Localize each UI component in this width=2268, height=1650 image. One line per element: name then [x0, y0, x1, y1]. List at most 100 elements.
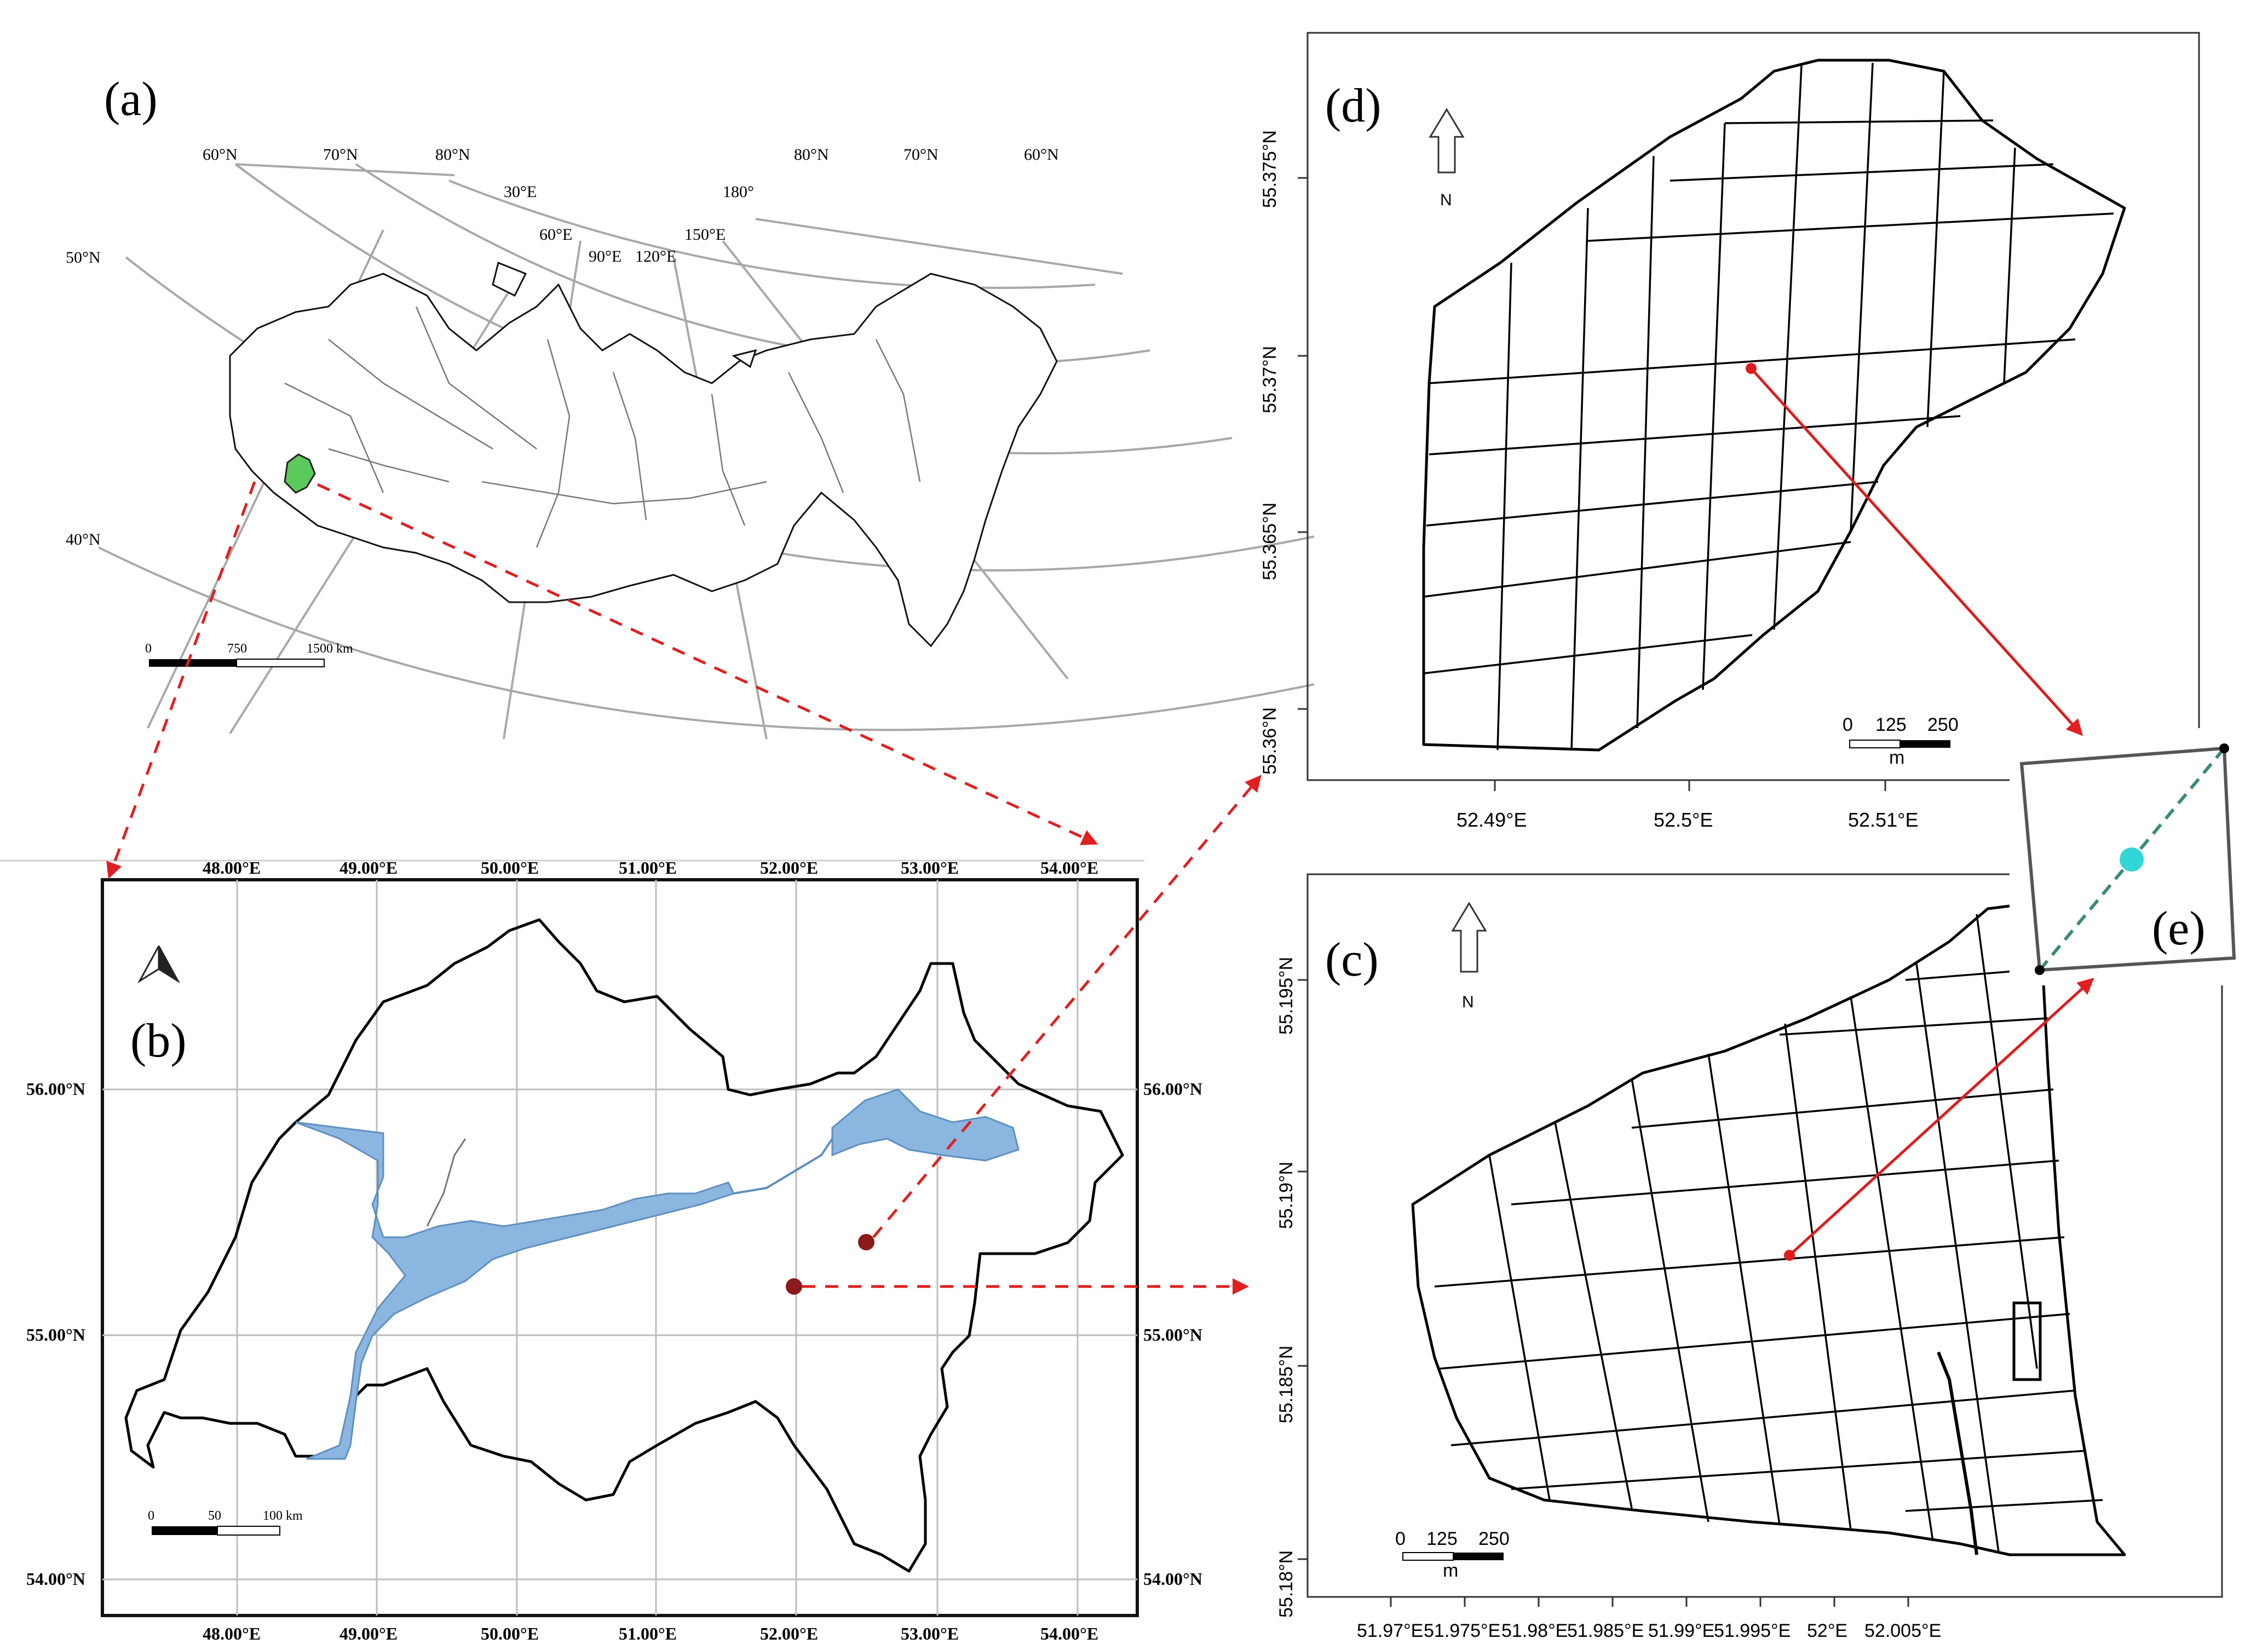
scale-bar-d: 0 125 250 m — [1843, 714, 1959, 768]
scale-c-zero: 0 — [1395, 1528, 1406, 1549]
panel-d-frame — [1306, 32, 2200, 781]
x-tick-c-5: 51.995°E — [1714, 1620, 1791, 1641]
scale-b-end: 100 km — [263, 1509, 303, 1523]
lon-label-180: 180° — [723, 183, 754, 201]
scale-bar-c: 0 125 250 m — [1395, 1528, 1510, 1581]
lon-b-bot-53: 53.00°E — [901, 1624, 959, 1643]
lat-label-60n-left: 60°N — [203, 146, 238, 164]
scale-c-unit: m — [1443, 1560, 1458, 1581]
tick-marks-c — [1298, 979, 1909, 1607]
x-tick-c-3: 51.985°E — [1567, 1620, 1644, 1641]
panel-label-d: (d) — [1325, 79, 1381, 132]
scale-b-mid: 50 — [208, 1509, 221, 1523]
arrow-a-to-b-left — [106, 481, 256, 879]
novaya-zemlya — [492, 261, 527, 297]
y-tick-marks-d — [1298, 177, 1886, 791]
cell-e-corner-top — [2219, 743, 2229, 753]
lon-b-bot-54: 54.00°E — [1040, 1624, 1098, 1643]
y-tick-d-1: 55.37°N — [1259, 346, 1280, 413]
nizhnekamsk-reservoir — [831, 1088, 1020, 1162]
lon-label-60e: 60°E — [539, 226, 572, 244]
scale-b-zero: 0 — [148, 1509, 154, 1523]
y-tick-d-2: 55.365°N — [1259, 503, 1280, 580]
lat-b-right-55: 55.00°N — [1143, 1325, 1202, 1345]
panel-c-frame — [1306, 873, 2223, 1598]
field-c-grid — [1434, 914, 2103, 1553]
x-tick-c-7: 52.005°E — [1864, 1620, 1941, 1641]
study-site-south — [786, 1278, 802, 1295]
x-tick-c-0: 51.97°E — [1357, 1620, 1423, 1641]
scale-c-mid: 125 — [1426, 1528, 1458, 1549]
north-arrow-c: N — [1451, 902, 1487, 1011]
kuibyshev-reservoir — [295, 1121, 735, 1460]
y-ticks-d: 55.375°N 55.37°N 55.365°N 55.36°N — [1259, 130, 1280, 775]
lon-b-top-49: 49.00°E — [339, 858, 398, 878]
field-c-ditch — [1937, 1351, 1978, 1555]
y-ticks-c: 55.195°N 55.19°N 55.185°N 55.18°N — [1276, 957, 1297, 1618]
north-arrow-d: N — [1429, 108, 1465, 209]
lon-b-top-51: 51.00°E — [619, 858, 677, 878]
lat-label-70n-right: 70°N — [903, 146, 939, 164]
scale-a-mid: 750 — [227, 642, 247, 656]
lat-b-right-56: 56.00°N — [1143, 1079, 1202, 1099]
scale-d-mid: 125 — [1875, 714, 1907, 735]
panel-label-b: (b) — [130, 1014, 187, 1068]
river-branch — [426, 1138, 467, 1227]
scale-a-end: 1500 km — [307, 642, 353, 656]
russia-outline — [229, 273, 1058, 648]
lon-b-top-48: 48.00°E — [203, 858, 261, 878]
lon-labels-b: 48.00°E 49.00°E 50.00°E 51.00°E 52.00°E … — [203, 858, 1098, 1643]
x-tick-d-1: 52.5°E — [1654, 809, 1713, 831]
lon-label-90e: 90°E — [589, 247, 621, 266]
y-tick-c-0: 55.195°N — [1276, 957, 1297, 1035]
y-tick-d-0: 55.375°N — [1259, 130, 1280, 208]
north-label-d: N — [1440, 191, 1452, 209]
y-tick-c-2: 55.185°N — [1276, 1346, 1297, 1423]
lon-label-150e: 150°E — [684, 226, 726, 244]
connector-arrows — [106, 367, 2094, 1295]
lat-labels-b: 56.00°N 55.00°N 54.00°N 56.00°N 55.00°N … — [26, 1079, 1202, 1589]
lat-b-left-55: 55.00°N — [26, 1325, 85, 1345]
arrow-c-to-e — [1788, 977, 2094, 1256]
lon-b-bot-50: 50.00°E — [481, 1624, 539, 1643]
lon-b-top-53: 53.00°E — [901, 858, 959, 878]
lon-label-30e: 30°E — [504, 183, 537, 201]
panel-label-a: (a) — [104, 73, 158, 126]
panel-label-c: (c) — [1325, 933, 1379, 986]
kama-river — [733, 1138, 833, 1195]
field-c-pond — [2012, 1301, 2042, 1381]
cell-e-center-point — [2120, 847, 2144, 872]
lon-b-bot-51: 51.00°E — [619, 1624, 677, 1643]
scale-a-zero: 0 — [145, 642, 152, 656]
x-ticks-d: 52.49°E 52.5°E 52.51°E — [1457, 809, 1919, 831]
region-borders — [284, 306, 921, 548]
lon-label-120e: 120°E — [635, 247, 676, 266]
panel-label-e: (e) — [2152, 902, 2206, 955]
x-ticks-c: 51.97°E 51.975°E 51.98°E 51.985°E 51.99°… — [1357, 1620, 1941, 1641]
scale-c-end: 250 — [1478, 1528, 1510, 1549]
panel-b-frame — [101, 878, 1139, 1617]
north-arrow-b — [137, 945, 181, 984]
lat-b-right-54: 54.00°N — [1143, 1569, 1202, 1589]
lat-label-60n-right: 60°N — [1024, 146, 1059, 164]
panel-c-field-map: N 55.195°N 55.19°N 55.185°N 55.18°N 51.9… — [1276, 873, 2223, 1641]
arrow-d-to-e — [1750, 367, 2083, 736]
lat-label-40n: 40°N — [66, 530, 101, 549]
lon-b-bot-49: 49.00°E — [339, 1624, 398, 1643]
north-label-c: N — [1462, 993, 1474, 1011]
lat-label-50n: 50°N — [66, 249, 101, 267]
scale-d-end: 250 — [1927, 714, 1959, 735]
lon-b-bot-52: 52.00°E — [760, 1624, 818, 1643]
lon-b-top-50: 50.00°E — [481, 858, 539, 878]
x-tick-c-2: 51.98°E — [1501, 1620, 1568, 1641]
lat-b-left-54: 54.00°N — [26, 1569, 85, 1589]
x-tick-d-2: 52.51°E — [1848, 809, 1919, 831]
y-tick-c-1: 55.19°N — [1276, 1162, 1297, 1229]
lat-label-80n-right: 80°N — [794, 146, 829, 164]
field-d-grid — [1423, 62, 2114, 751]
lat-b-left-56: 56.00°N — [26, 1079, 85, 1099]
arrow-b-to-d — [872, 775, 1262, 1238]
panel-b-tatarstan-map: 48.00°E 49.00°E 50.00°E 51.00°E 52.00°E … — [0, 858, 1202, 1643]
tatarstan-highlight — [284, 453, 316, 494]
scale-d-zero: 0 — [1843, 714, 1853, 735]
